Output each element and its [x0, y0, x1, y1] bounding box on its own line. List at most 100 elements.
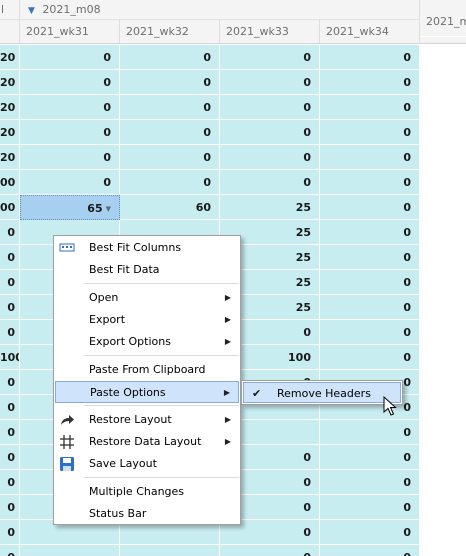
table-cell[interactable]: 0 [220, 170, 320, 195]
menu-item-best-fit-columns[interactable]: Best Fit Columns [55, 237, 239, 259]
menu-item-export-options[interactable]: Export Options ▶ [55, 331, 239, 353]
table-cell[interactable]: 0 [20, 70, 120, 95]
table-cell[interactable]: 0 [220, 520, 320, 545]
table-cell[interactable]: 0 [120, 170, 220, 195]
menu-item-open[interactable]: Open ▶ [55, 287, 239, 309]
table-cell[interactable]: 0 [320, 345, 420, 370]
table-cell[interactable]: 0 [220, 70, 320, 95]
table-cell[interactable]: 0 [320, 420, 420, 445]
table-cell[interactable]: 0 [320, 145, 420, 170]
table-cell[interactable]: 0 [320, 70, 420, 95]
column-header-partial[interactable] [0, 20, 20, 44]
table-cell[interactable]: 0 [0, 445, 20, 470]
menu-item-multiple-changes[interactable]: Multiple Changes [55, 481, 239, 503]
table-cell[interactable]: 0 [320, 470, 420, 495]
menu-item-best-fit-data[interactable]: Best Fit Data [55, 259, 239, 281]
table-cell[interactable]: 25 [220, 195, 320, 220]
column-header-wk34[interactable]: 2021_wk34 [320, 20, 420, 44]
menu-item-restore-layout[interactable]: Restore Layout ▶ [55, 409, 239, 431]
table-cell[interactable]: 0 [220, 145, 320, 170]
table-cell[interactable] [420, 220, 466, 245]
column-header-wk33[interactable]: 2021_wk33 [220, 20, 320, 44]
table-cell[interactable]: 20 [0, 70, 20, 95]
table-cell[interactable]: 0 [120, 95, 220, 120]
menu-item-paste-options[interactable]: Paste Options ▶ [55, 381, 239, 403]
table-cell[interactable]: 0 [20, 95, 120, 120]
table-cell[interactable] [420, 95, 466, 120]
table-cell[interactable] [420, 445, 466, 470]
table-cell[interactable]: 0 [320, 170, 420, 195]
table-cell[interactable] [420, 195, 466, 220]
selected-cell[interactable]: 65 ▼ [20, 195, 120, 220]
table-cell[interactable]: 0 [120, 45, 220, 70]
table-cell[interactable]: 0 [220, 45, 320, 70]
table-cell[interactable]: 0 [0, 520, 20, 545]
table-cell[interactable]: 0 [320, 445, 420, 470]
table-cell[interactable]: 60 [120, 195, 220, 220]
table-cell[interactable]: 0 [120, 70, 220, 95]
table-cell[interactable]: 0 [20, 45, 120, 70]
table-cell[interactable]: 0 [320, 545, 420, 556]
table-cell[interactable]: 0 [20, 145, 120, 170]
menu-item-restore-data-layout[interactable]: Restore Data Layout ▶ [55, 431, 239, 453]
table-cell[interactable]: 0 [320, 495, 420, 520]
table-cell[interactable]: 0 [0, 220, 20, 245]
table-cell[interactable]: 00 [0, 195, 20, 220]
table-cell[interactable] [420, 320, 466, 345]
table-cell[interactable] [420, 520, 466, 545]
table-cell[interactable] [420, 370, 466, 395]
table-cell[interactable]: 20 [0, 45, 20, 70]
table-cell[interactable]: 0 [320, 520, 420, 545]
submenu-item-remove-headers[interactable]: ✔ Remove Headers [243, 382, 401, 403]
table-cell[interactable]: 0 [0, 270, 20, 295]
menu-item-paste-from-clipboard[interactable]: Paste From Clipboard [55, 359, 239, 381]
column-header-wk31[interactable]: 2021_wk31 [20, 20, 120, 44]
table-cell[interactable]: 0 [0, 295, 20, 320]
table-cell[interactable]: 00 [0, 170, 20, 195]
table-cell[interactable] [120, 545, 220, 556]
table-cell[interactable]: 0 [320, 295, 420, 320]
table-cell[interactable]: 0 [320, 320, 420, 345]
table-cell[interactable]: 0 [220, 95, 320, 120]
table-cell[interactable] [420, 145, 466, 170]
table-cell[interactable]: 0 [20, 170, 120, 195]
table-cell[interactable]: 0 [320, 195, 420, 220]
table-cell[interactable]: 100 [0, 345, 20, 370]
table-cell[interactable]: 0 [320, 220, 420, 245]
table-cell[interactable] [420, 420, 466, 445]
table-cell[interactable]: 0 [0, 495, 20, 520]
table-cell[interactable] [420, 270, 466, 295]
table-cell[interactable] [420, 295, 466, 320]
column-header-wk32[interactable]: 2021_wk32 [120, 20, 220, 44]
table-cell[interactable] [420, 545, 466, 556]
table-cell[interactable]: 0 [0, 245, 20, 270]
table-cell[interactable]: 0 [320, 120, 420, 145]
table-cell[interactable] [420, 170, 466, 195]
table-cell[interactable]: 0 [0, 370, 20, 395]
table-cell[interactable] [420, 45, 466, 70]
table-cell[interactable]: 0 [0, 470, 20, 495]
table-cell[interactable]: 0 [320, 270, 420, 295]
table-cell[interactable]: 0 [320, 45, 420, 70]
table-cell[interactable]: 0 [0, 420, 20, 445]
table-cell[interactable]: 0 [320, 245, 420, 270]
menu-item-save-layout[interactable]: Save Layout [55, 453, 239, 475]
table-cell[interactable]: 20 [0, 95, 20, 120]
table-cell[interactable] [420, 345, 466, 370]
table-cell[interactable]: 0 [120, 120, 220, 145]
menu-item-status-bar[interactable]: Status Bar [55, 503, 239, 525]
table-cell[interactable]: 0 [20, 120, 120, 145]
dropdown-arrow-icon[interactable]: ▼ [105, 204, 111, 213]
table-cell[interactable] [420, 495, 466, 520]
table-cell[interactable] [420, 470, 466, 495]
table-cell[interactable] [20, 545, 120, 556]
table-cell[interactable] [420, 120, 466, 145]
table-cell[interactable]: 20 [0, 120, 20, 145]
table-cell[interactable]: 20 [0, 145, 20, 170]
chevron-down-icon[interactable]: ▼ [28, 6, 35, 16]
table-cell[interactable]: 0 [0, 545, 20, 556]
table-cell[interactable]: 0 [120, 145, 220, 170]
table-cell[interactable]: 0 [220, 120, 320, 145]
table-cell[interactable]: 0 [0, 320, 20, 345]
table-cell[interactable] [420, 70, 466, 95]
